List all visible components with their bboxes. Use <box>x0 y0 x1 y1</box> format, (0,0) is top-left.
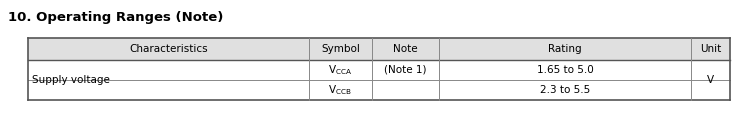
Text: Supply voltage: Supply voltage <box>32 75 110 85</box>
Text: Characteristics: Characteristics <box>129 44 208 54</box>
Text: 1.65 to 5.0: 1.65 to 5.0 <box>536 65 593 75</box>
Text: Unit: Unit <box>700 44 721 54</box>
Bar <box>28 60 730 80</box>
Bar <box>28 38 730 60</box>
Text: 2.3 to 5.5: 2.3 to 5.5 <box>540 85 590 95</box>
Text: (Note 1): (Note 1) <box>384 65 426 75</box>
Text: Note: Note <box>393 44 417 54</box>
Text: V$_{\mathregular{CCB}}$: V$_{\mathregular{CCB}}$ <box>328 83 352 97</box>
Bar <box>28 80 730 100</box>
Text: V: V <box>707 75 714 85</box>
Text: Rating: Rating <box>548 44 582 54</box>
Text: V$_{\mathregular{CCA}}$: V$_{\mathregular{CCA}}$ <box>328 63 352 77</box>
Text: 10. Operating Ranges (Note): 10. Operating Ranges (Note) <box>8 11 224 24</box>
Text: Symbol: Symbol <box>321 44 360 54</box>
